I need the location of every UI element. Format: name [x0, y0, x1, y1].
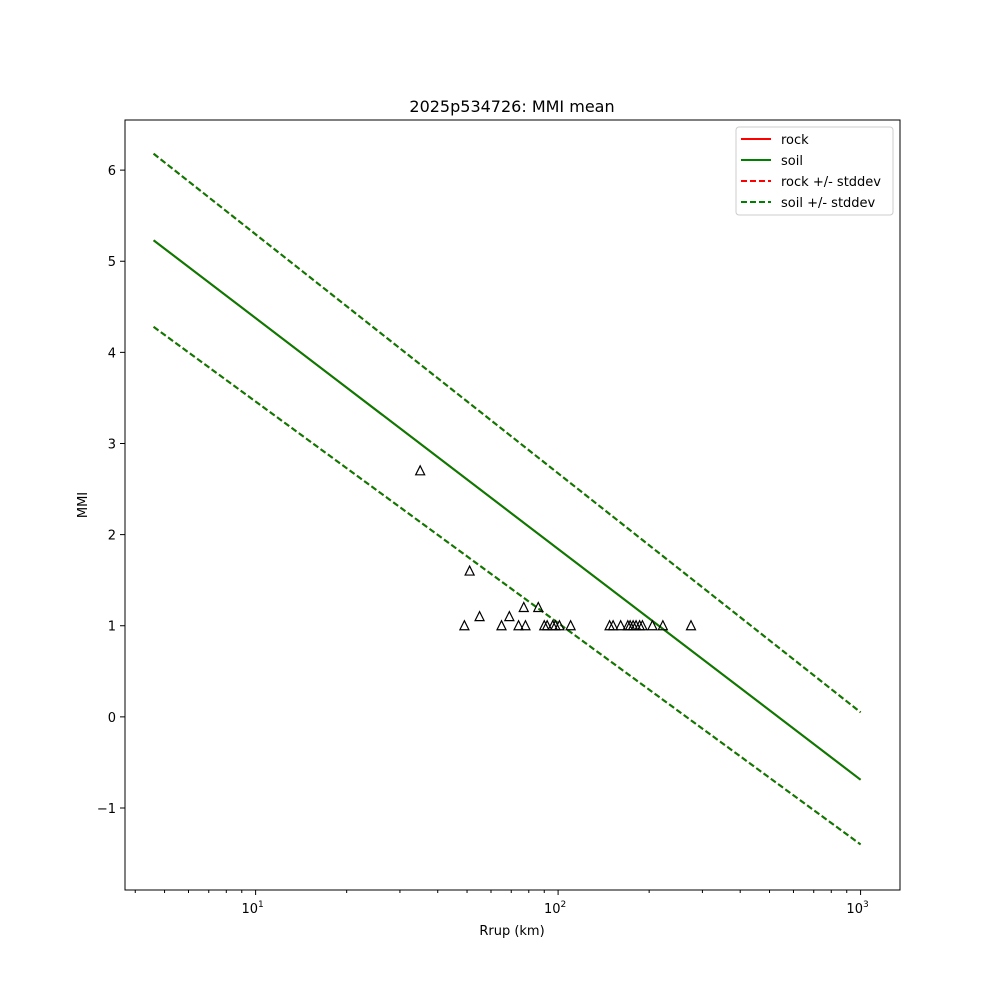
- series-soil-line: [152, 239, 862, 781]
- y-axis-ticks: −1 0 1 2 3 4 5 6: [97, 164, 125, 817]
- x-tick-label: 101: [241, 900, 263, 917]
- y-tick-label: 6: [108, 164, 116, 179]
- observation-point-24: [636, 619, 648, 631]
- observation-point-2: [458, 619, 470, 631]
- plot-lines: [152, 152, 862, 846]
- observation-point-26: [657, 619, 669, 631]
- series-soil-stddev-upper: [152, 152, 862, 714]
- y-tick-label: 3: [108, 437, 116, 452]
- chart-title: 2025p534726: MMI mean: [409, 97, 614, 116]
- plot-frame: [124, 119, 901, 891]
- y-tick-label: −1: [97, 802, 116, 817]
- observation-point-8: [519, 619, 531, 631]
- x-axis-ticks: 101 102 103: [134, 890, 869, 917]
- observation-point-18: [615, 619, 627, 631]
- observation-point-7: [518, 601, 530, 613]
- observation-point-6: [513, 619, 525, 631]
- observation-point-1: [464, 564, 476, 576]
- observation-point-5: [503, 610, 515, 622]
- legend-label: soil: [781, 154, 803, 169]
- observation-points: [414, 464, 697, 631]
- series-soil-stddev-lower: [153, 326, 862, 846]
- observation-point-9: [532, 601, 544, 613]
- x-tick-label: 103: [846, 900, 868, 917]
- y-tick-label: 0: [108, 711, 116, 726]
- observation-point-3: [474, 610, 486, 622]
- legend-box: [735, 126, 894, 216]
- observation-point-14: [553, 619, 565, 631]
- observation-point-25: [646, 619, 658, 631]
- y-tick-label: 5: [108, 255, 116, 270]
- observation-point-17: [607, 619, 619, 631]
- y-tick-label: 4: [108, 346, 116, 361]
- x-tick-label: 102: [544, 900, 566, 917]
- observation-point-15: [565, 619, 577, 631]
- observation-point-4: [496, 619, 507, 631]
- legend-label: soil +/- stddev: [781, 196, 876, 211]
- legend-label: rock: [781, 133, 809, 148]
- observation-point-11: [541, 619, 553, 631]
- y-tick-label: 1: [108, 620, 116, 635]
- observation-point-0: [414, 464, 426, 476]
- observation-point-27: [685, 619, 697, 631]
- legend-label: rock +/- stddev: [781, 175, 881, 190]
- legend: rock soil rock +/- stddev soil +/- stddev: [735, 126, 894, 216]
- x-axis-label: Rrup (km): [479, 924, 544, 939]
- y-axis-label: MMI: [76, 492, 91, 518]
- y-tick-label: 2: [108, 529, 116, 544]
